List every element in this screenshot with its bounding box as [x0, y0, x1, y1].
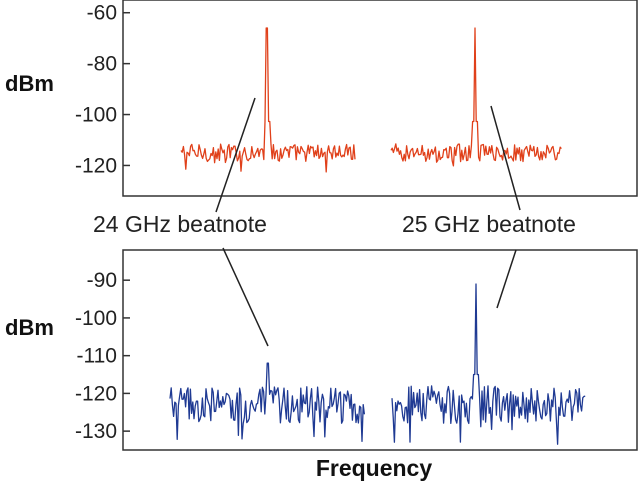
bottom-y-tick-label: -90 — [87, 269, 117, 292]
bottom-y-tick-label: -120 — [75, 382, 117, 405]
bottom-y-tick-label: -110 — [77, 345, 117, 368]
x-axis-label: Frequency — [316, 455, 433, 481]
top-spectrum-trace-2 — [390, 27, 562, 167]
annotations: 24 GHz beatnote 25 GHz beatnote — [93, 97, 576, 347]
top-y-tick-label: -120 — [75, 154, 117, 177]
bottom-spectrum-panel: dBm -90 -100 -110 -120 -130 Frequency — [5, 249, 638, 481]
bottom-y-tick-label: -130 — [75, 420, 117, 443]
annotation-25ghz: 25 GHz beatnote — [402, 211, 576, 237]
top-y-axis-label: dBm — [5, 71, 54, 96]
annotation-24ghz: 24 GHz beatnote — [93, 211, 267, 237]
top-plot-frame — [122, 0, 638, 197]
top-spectrum-trace-1 — [180, 27, 356, 173]
bottom-y-tick-label: -100 — [75, 307, 117, 330]
pointer-25ghz-upper — [490, 105, 521, 211]
top-y-tick-label: -80 — [87, 53, 117, 76]
pointer-25ghz-lower — [496, 249, 517, 309]
bottom-y-axis-label: dBm — [5, 315, 54, 340]
bottom-spectrum-trace-1 — [169, 362, 366, 442]
bottom-plot-frame — [122, 249, 638, 451]
top-y-tick-label: -100 — [75, 104, 117, 127]
top-y-tick-label: -60 — [87, 2, 117, 25]
pointer-24ghz-lower — [222, 247, 269, 347]
pointer-24ghz-upper — [215, 97, 256, 213]
bottom-spectrum-trace-2 — [391, 283, 586, 445]
top-spectrum-panel: dBm -60 -80 -100 -120 — [5, 0, 638, 197]
